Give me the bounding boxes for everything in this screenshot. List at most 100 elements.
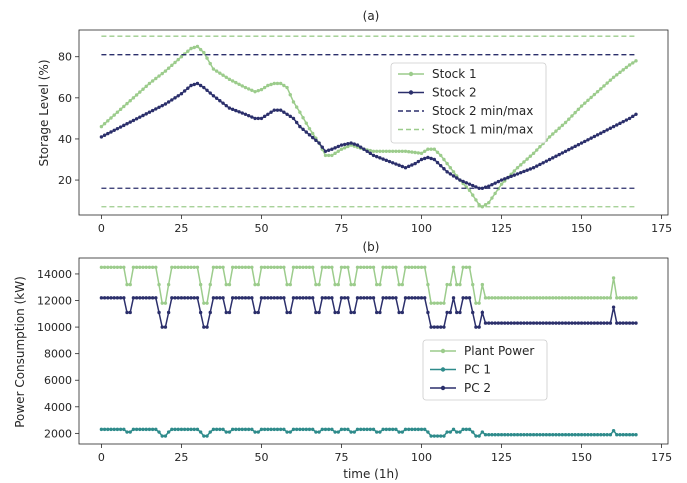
stock-2-point xyxy=(125,122,129,126)
plant-power-point xyxy=(528,296,533,300)
pc-2-point xyxy=(106,296,110,300)
plant-power-point xyxy=(112,265,116,269)
stock-2-point xyxy=(455,176,459,180)
stock-2-point xyxy=(362,147,366,151)
pc-2-point xyxy=(131,296,136,300)
x-tick-label: 50 xyxy=(254,451,268,464)
stock-2-point xyxy=(464,181,469,185)
pc-2-point xyxy=(474,325,478,329)
x-tick-label: 0 xyxy=(98,451,105,464)
pc-2-point xyxy=(246,296,251,300)
x-tick-label: 75 xyxy=(334,451,348,464)
pc-1-point xyxy=(480,430,485,434)
pc-1-point xyxy=(503,433,507,437)
pc-1-point xyxy=(278,427,283,432)
pc-2-point xyxy=(490,321,494,325)
stock-2-point xyxy=(631,114,635,119)
y-tick-label: 60 xyxy=(58,92,72,105)
pc-1-point xyxy=(442,434,446,438)
pc-2-point xyxy=(170,296,174,300)
plant-power-point xyxy=(547,296,552,300)
stock-2-point xyxy=(256,116,260,121)
pc-1-point xyxy=(375,430,379,434)
plant-power-point xyxy=(499,296,504,300)
plant-power-point xyxy=(128,282,132,287)
stock-2-point xyxy=(525,168,529,172)
stock-2-point xyxy=(551,156,555,160)
stock-1-point xyxy=(227,77,232,82)
stock-2-point xyxy=(429,156,433,161)
stock-1-point xyxy=(202,50,206,55)
legend-box xyxy=(422,339,548,401)
pc-1-point xyxy=(230,427,235,432)
x-tick-label: 125 xyxy=(491,222,512,235)
stock-2-point xyxy=(253,116,257,121)
plant-power-point xyxy=(541,296,545,300)
stock-2-point xyxy=(589,136,593,140)
plant-power-point xyxy=(173,265,177,269)
stock-1-point xyxy=(413,150,417,155)
plant-power-point xyxy=(102,265,107,269)
stock-1-point xyxy=(333,151,337,156)
pc-2-markers xyxy=(99,296,638,329)
stock-2-point xyxy=(320,145,324,149)
pc-1-point xyxy=(342,427,347,432)
plant-power-point xyxy=(496,296,501,300)
plant-power-point xyxy=(394,265,398,269)
stock-2-line xyxy=(101,82,637,190)
pc-1-point xyxy=(333,430,337,434)
plant-power-point xyxy=(474,301,478,305)
stock-1-point xyxy=(288,93,292,97)
plant-power-point xyxy=(589,296,593,300)
x-tick-label: 25 xyxy=(174,451,188,464)
stock-1-point xyxy=(131,96,136,100)
pc-1-point xyxy=(544,433,549,437)
stock-1-point xyxy=(256,88,260,93)
pc-2-point xyxy=(202,325,206,329)
legend-marker-pc-2 xyxy=(440,385,446,391)
plant-power-point xyxy=(407,265,411,269)
pc-1-point xyxy=(567,433,571,437)
pc-1-point xyxy=(109,427,113,432)
pc-1-point xyxy=(211,427,216,432)
pc-1-point xyxy=(131,427,136,432)
stock-2-point xyxy=(157,105,161,109)
pc-1-point xyxy=(102,427,107,432)
pc-2-point xyxy=(419,296,424,300)
stock-2-point xyxy=(403,166,408,170)
pc-1-point xyxy=(384,427,389,432)
panel-a-title: (a) xyxy=(363,9,380,23)
plant-power-point xyxy=(342,265,347,269)
pc-2-point xyxy=(477,325,481,329)
stock-2-point xyxy=(611,124,616,129)
pc-2-point xyxy=(615,321,619,325)
stock-1-point xyxy=(608,78,613,82)
stock-2-point xyxy=(538,162,542,167)
plant-power-point xyxy=(358,265,363,269)
stock-2-point xyxy=(141,113,145,118)
plant-power-point xyxy=(387,265,392,269)
plant-power-point xyxy=(615,296,619,300)
stock-1-point xyxy=(394,149,398,153)
stock-1-point xyxy=(451,170,456,174)
stock-1-point xyxy=(326,153,331,158)
stock-1-point xyxy=(102,122,107,126)
stock-2-point xyxy=(166,100,171,104)
stock-2-point xyxy=(355,143,360,147)
stock-2-point xyxy=(407,164,411,169)
pc-2-point xyxy=(387,296,392,300)
stock-2-point xyxy=(493,181,497,185)
stock-2-point xyxy=(349,141,353,145)
pc-2-point xyxy=(480,310,485,315)
pc-1-point xyxy=(154,427,158,432)
pc-2-point xyxy=(608,321,613,325)
stock-1-line xyxy=(100,45,637,208)
pc-1-point xyxy=(381,427,385,432)
pc-2-point xyxy=(371,296,376,300)
pc-2-point xyxy=(141,296,145,300)
pc-2-point xyxy=(557,321,561,325)
pc-1-point xyxy=(198,430,203,434)
legend-marker-pc-1 xyxy=(440,367,446,372)
pc-1-point xyxy=(583,433,587,437)
pc-2-point xyxy=(375,310,379,315)
